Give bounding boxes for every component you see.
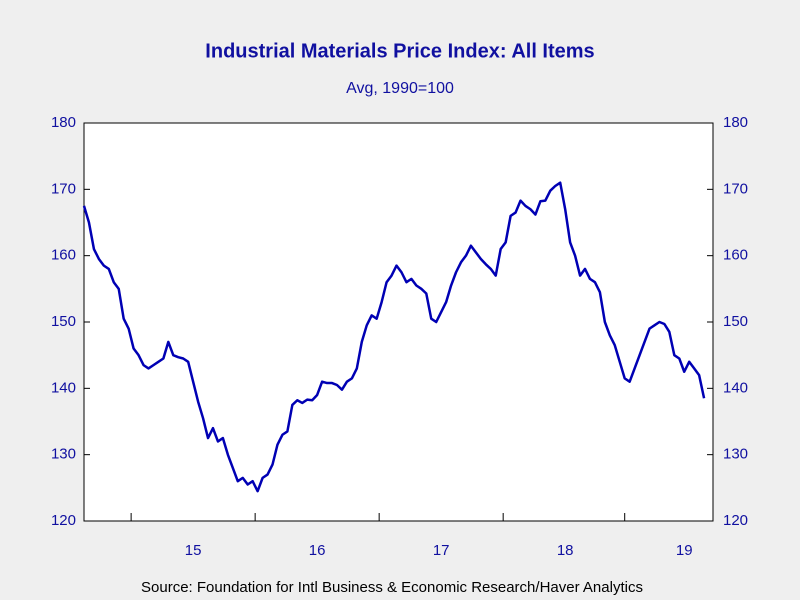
y2-tick-label: 150	[723, 313, 748, 330]
y2-tick-label: 120	[723, 512, 748, 529]
x-tick-label: 17	[433, 542, 450, 559]
chart-subtitle: Avg, 1990=100	[346, 80, 454, 97]
y2-tick-label: 170	[723, 180, 748, 197]
y2-tick-label: 160	[723, 247, 748, 264]
x-tick-label: 19	[676, 542, 693, 559]
y-tick-label: 140	[51, 379, 76, 396]
source-note: Source: Foundation for Intl Business & E…	[141, 579, 643, 596]
x-tick-label: 15	[185, 542, 202, 559]
x-tick-label: 18	[557, 542, 574, 559]
chart-title: Industrial Materials Price Index: All It…	[205, 40, 594, 62]
y-tick-label: 150	[51, 313, 76, 330]
y-tick-label: 160	[51, 247, 76, 264]
data-line	[82, 181, 706, 493]
y2-tick-label: 140	[723, 379, 748, 396]
y-tick-label: 130	[51, 446, 76, 463]
x-tick-label: 16	[309, 542, 326, 559]
y-tick-label: 120	[51, 512, 76, 529]
y2-tick-label: 180	[723, 114, 748, 131]
y2-tick-label: 130	[723, 446, 748, 463]
y-tick-label: 170	[51, 180, 76, 197]
plot-area	[83, 122, 714, 522]
y-tick-label: 180	[51, 114, 76, 131]
